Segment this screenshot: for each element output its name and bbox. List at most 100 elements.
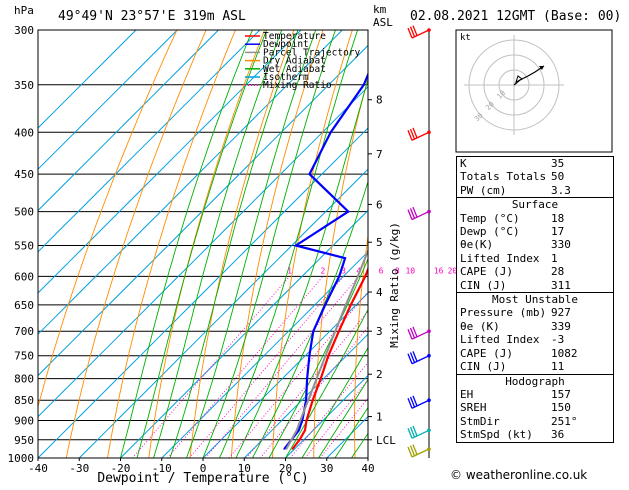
isotherm-line	[0, 30, 260, 458]
wind-barb	[408, 351, 431, 363]
row-value: 35	[551, 157, 607, 170]
series-point	[447, 29, 449, 31]
series-point	[334, 330, 336, 332]
mixing-ratio-label: 2	[320, 266, 325, 275]
datetime-title: 02.08.2021 12GMT (Base: 00)	[410, 9, 621, 24]
series-point	[283, 448, 285, 450]
table-row: CAPE (J)1082	[457, 347, 613, 360]
series-point	[376, 52, 378, 54]
mixing-ratio-label: 16	[434, 266, 444, 275]
row-value: 927	[551, 306, 607, 319]
location-title: 49°49'N 23°57'E 319m ASL	[58, 9, 246, 24]
row-value: 339	[551, 320, 607, 333]
table-row: SREH 150	[457, 401, 613, 414]
series-point	[430, 84, 432, 86]
row-value: 150	[551, 401, 607, 414]
row-label: Dewp (°C)	[460, 225, 520, 238]
series-point	[302, 420, 304, 422]
row-value: 311	[551, 279, 607, 292]
pressure-tick-label: 900	[14, 415, 34, 428]
legend-label: Mixing Ratio	[263, 80, 332, 91]
series-point	[330, 132, 332, 134]
hodograph-frame	[456, 30, 612, 152]
series-point	[357, 276, 359, 278]
row-value: 18	[551, 212, 607, 225]
surface-title: Surface	[457, 198, 613, 211]
row-label: K	[460, 157, 467, 170]
row-value: 36	[551, 428, 607, 441]
series-point	[350, 304, 352, 306]
row-label: CIN (J)	[460, 360, 506, 373]
dry-adiabat-line	[149, 30, 265, 458]
km-tick-label: 8	[376, 94, 383, 107]
temperature-tick-label: 40	[361, 462, 374, 475]
row-label: θe(K)	[460, 238, 493, 251]
pressure-tick-label: 650	[14, 299, 34, 312]
mixing-ratio-label: 10	[405, 266, 415, 275]
series-point	[296, 430, 298, 432]
temperature-tick-label: 30	[320, 462, 333, 475]
series-point	[338, 330, 340, 332]
isotherm-line	[0, 30, 342, 458]
series-line-parcel-trajectory	[286, 30, 443, 449]
mixing-ratio-axis-label: Mixing Ratio (g/kg)	[388, 222, 401, 348]
pressure-tick-label: 400	[14, 126, 34, 139]
table-row: Dewp (°C) 17	[457, 225, 613, 238]
series-point	[338, 276, 340, 278]
row-label: SREH	[460, 401, 487, 414]
row-value: 3.3	[551, 184, 607, 197]
series-point	[306, 420, 308, 422]
table-row: K 35	[457, 157, 613, 170]
table-row: θe(K) 330	[457, 238, 613, 251]
series-point	[298, 430, 300, 432]
row-value: 50	[551, 170, 607, 183]
wind-barb	[408, 128, 431, 140]
series-point	[397, 173, 399, 175]
series-point	[292, 448, 294, 450]
row-value: 17	[551, 225, 607, 238]
pressure-tick-label: 500	[14, 206, 34, 219]
hodograph-kt-label: kt	[460, 33, 471, 43]
x-axis-label: Dewpoint / Temperature (°C)	[97, 471, 308, 486]
series-point	[309, 173, 311, 175]
table-row: CAPE (J)28	[457, 265, 613, 278]
isotherm-line	[79, 30, 507, 458]
row-value: 28	[551, 265, 607, 278]
series-point	[364, 276, 366, 278]
pressure-tick-label: 800	[14, 373, 34, 386]
mixing-ratio-label: 6	[379, 266, 384, 275]
pressure-tick-label: 850	[14, 394, 34, 407]
row-label: Temp (°C)	[460, 212, 520, 225]
series-point	[383, 29, 385, 31]
credit-text: © weatheronline.co.uk	[450, 468, 587, 482]
series-point	[313, 330, 315, 332]
isotherm-line	[0, 30, 425, 458]
row-value: -3	[551, 333, 607, 346]
km-label: km	[373, 3, 387, 16]
series-point	[345, 304, 347, 306]
series-point	[348, 211, 350, 213]
hodograph-indices-title: Hodograph	[457, 375, 613, 388]
hpa-label: hPa	[14, 4, 34, 17]
row-label: Lifted Index	[460, 333, 539, 346]
series-point	[300, 420, 302, 422]
series-point	[328, 355, 330, 357]
km-tick-label: 1	[376, 411, 383, 424]
series-point	[324, 304, 326, 306]
row-label: Totals Totals	[460, 170, 546, 183]
km-tick-label: 6	[376, 198, 383, 211]
asl-label: ASL	[373, 16, 393, 29]
row-value: 330	[551, 238, 607, 251]
wind-barb	[408, 396, 431, 408]
km-tick-label: 2	[376, 368, 383, 381]
series-point	[369, 245, 371, 247]
series-point	[299, 439, 301, 441]
series-point	[312, 399, 314, 401]
wind-barb	[408, 426, 431, 438]
wind-barb	[408, 26, 431, 38]
